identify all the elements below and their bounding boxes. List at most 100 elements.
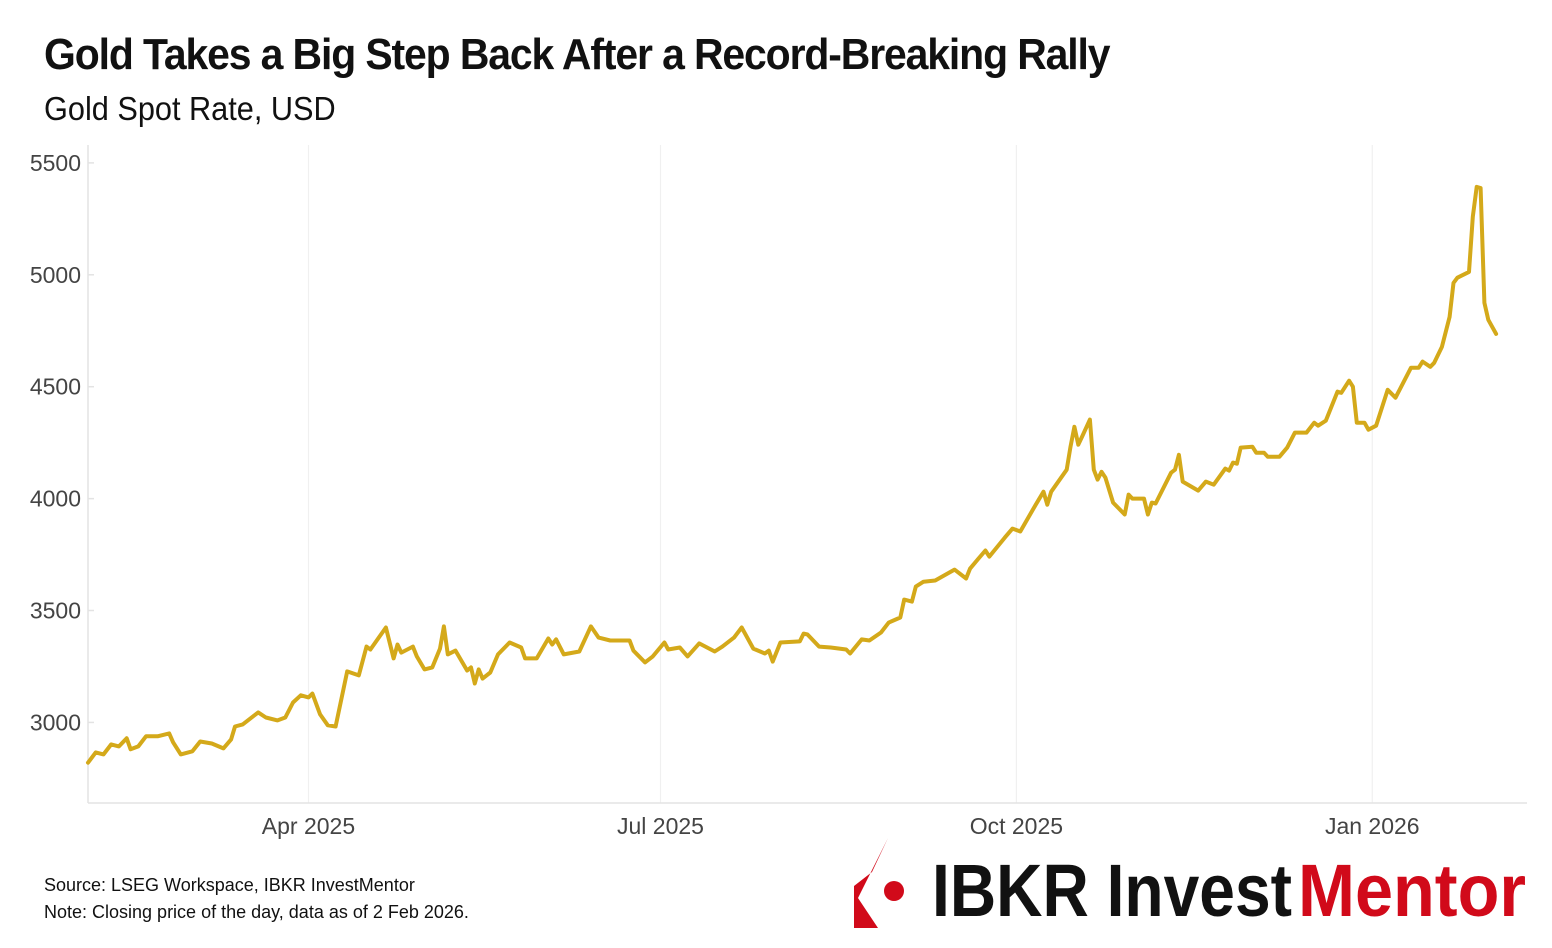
data-point	[1076, 443, 1080, 447]
logo-text-dark: IBKR Invest	[932, 849, 1292, 932]
data-point	[1150, 501, 1154, 505]
source-note: Source: LSEG Workspace, IBKR InvestMento…	[44, 875, 415, 895]
data-point	[306, 695, 311, 700]
data-point	[1293, 431, 1297, 435]
data-point	[1266, 455, 1270, 459]
data-point	[1393, 396, 1398, 400]
data-point	[1103, 476, 1107, 480]
y-tick-label: 4000	[30, 486, 81, 512]
data-point	[952, 568, 957, 572]
data-point	[914, 585, 918, 589]
data-point	[767, 649, 771, 653]
data-point	[1417, 366, 1421, 370]
data-point	[1123, 512, 1127, 517]
data-point	[411, 645, 415, 649]
data-point	[481, 677, 485, 681]
chart-subtitle: Gold Spot Rate, USD	[44, 90, 336, 127]
data-point	[1068, 445, 1073, 449]
gridlines	[307, 145, 1373, 803]
data-point	[1304, 431, 1309, 435]
data-point	[283, 715, 287, 720]
data-point	[1173, 468, 1177, 472]
data-point	[1428, 365, 1432, 369]
data-point	[1339, 391, 1343, 395]
data-point	[1177, 453, 1181, 457]
data-point	[1335, 390, 1340, 394]
data-point	[1316, 424, 1320, 428]
data-point	[469, 665, 473, 670]
data-point	[844, 647, 848, 652]
data-point	[1223, 467, 1227, 471]
data-point	[763, 651, 767, 656]
data-point	[326, 723, 330, 727]
data-point	[778, 640, 783, 645]
data-point	[523, 656, 527, 661]
data-point	[1018, 529, 1022, 534]
data-point	[1494, 332, 1498, 336]
data-point	[1088, 418, 1092, 422]
data-point	[976, 557, 980, 562]
y-tick-label: 4500	[30, 374, 81, 400]
data-point	[1362, 421, 1367, 425]
data-point	[1080, 435, 1084, 439]
data-point	[399, 651, 403, 655]
x-tick-label: Oct 2025	[970, 813, 1063, 839]
data-point	[802, 632, 806, 636]
data-point	[987, 555, 991, 559]
data-point	[1212, 483, 1216, 487]
data-point	[666, 647, 670, 652]
data-point	[465, 668, 469, 673]
data-point	[1239, 446, 1243, 450]
data-point	[364, 645, 369, 649]
logo-mark-icon	[854, 838, 888, 928]
y-tick-label: 3000	[30, 709, 81, 735]
data-point	[1386, 388, 1390, 392]
data-point	[740, 625, 744, 630]
data-point	[546, 636, 550, 641]
data-point	[415, 654, 419, 659]
data-point	[751, 647, 755, 651]
data-point	[662, 640, 667, 645]
data-point	[1285, 446, 1289, 450]
data-point	[1231, 461, 1235, 465]
data-point	[1351, 385, 1355, 389]
x-tick-label: Jan 2026	[1325, 813, 1420, 839]
data-point	[1451, 281, 1456, 285]
data-point	[129, 747, 133, 751]
data-point	[229, 737, 233, 742]
data-point	[1455, 276, 1459, 280]
data-point	[1471, 215, 1475, 219]
data-point	[589, 624, 593, 629]
data-point	[422, 667, 427, 672]
data-point	[628, 638, 632, 643]
data-point	[1475, 185, 1479, 189]
data-point	[264, 715, 268, 720]
data-point	[233, 724, 237, 729]
data-point	[384, 625, 388, 630]
data-point	[643, 660, 647, 665]
data-point	[508, 640, 512, 645]
data-point	[430, 665, 434, 670]
data-point	[1072, 425, 1076, 429]
data-point	[1111, 501, 1115, 505]
data-point	[94, 750, 98, 755]
data-point	[983, 548, 988, 553]
data-point	[964, 576, 968, 581]
footer: Source: LSEG Workspace, IBKR InvestMento…	[44, 872, 469, 926]
data-point	[1374, 424, 1378, 428]
data-point	[519, 645, 523, 650]
data-point	[1409, 366, 1413, 370]
data-point	[860, 637, 864, 642]
data-point	[1324, 419, 1328, 423]
data-point	[256, 710, 260, 715]
data-point	[554, 637, 558, 642]
data-point	[171, 740, 175, 744]
data-point	[933, 578, 937, 583]
y-tick-label: 5000	[30, 262, 81, 288]
data-point	[697, 641, 701, 646]
data-point	[597, 636, 601, 640]
data-point	[631, 649, 636, 653]
data-point	[241, 722, 245, 727]
data-point	[1181, 480, 1185, 484]
